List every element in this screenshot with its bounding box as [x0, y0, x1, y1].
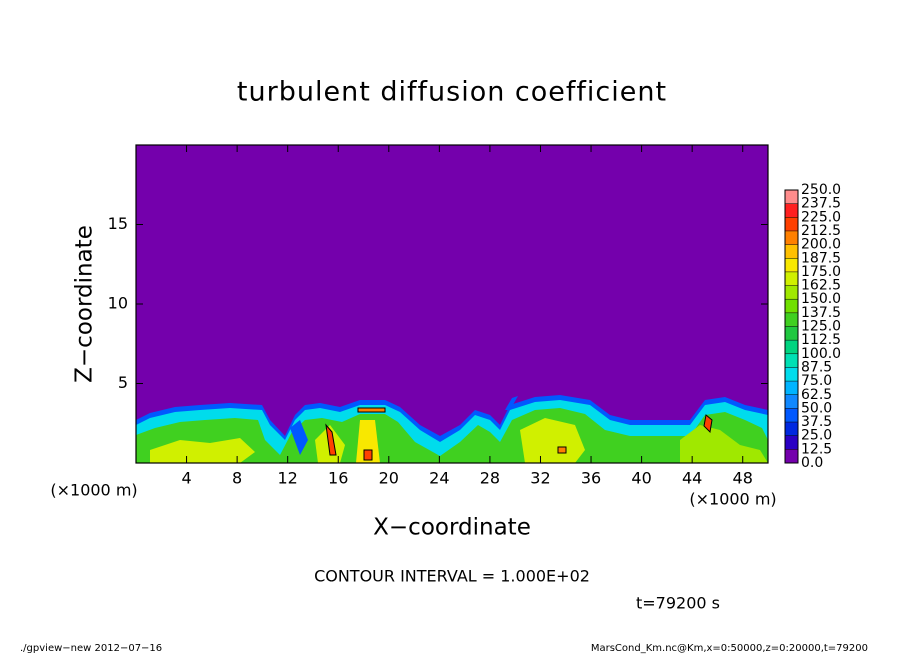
y-axis-label: Z−coordinate: [72, 225, 98, 383]
colorbar-label: 62.5: [801, 387, 832, 403]
colorbar-label: 175.0: [801, 264, 841, 280]
colorbar-swatch: [785, 190, 798, 204]
colorbar-label: 162.5: [801, 278, 841, 294]
field-region: [557, 446, 567, 454]
field-region: [363, 449, 373, 461]
colorbar-label: 112.5: [801, 332, 841, 348]
colorbar-label: 100.0: [801, 346, 841, 362]
colorbar-label: 150.0: [801, 291, 841, 307]
colorbar-swatch: [785, 230, 798, 245]
colorbar-swatch: [785, 435, 798, 450]
footer-left: ./gpview−new 2012−07−16: [20, 643, 162, 654]
colorbar-swatch: [785, 422, 798, 436]
colorbar-label: 250.0: [801, 182, 841, 198]
contour-note: CONTOUR INTERVAL = 1.000E+02: [314, 567, 590, 586]
x-tick-label: 44: [682, 469, 702, 488]
x-tick-label: 20: [379, 469, 399, 488]
field-region: [356, 420, 380, 463]
colorbar-swatch: [785, 340, 798, 354]
colorbar-swatch: [785, 449, 798, 463]
x-tick-label: 16: [328, 469, 348, 488]
colorbar-swatch: [785, 203, 798, 218]
colorbar-swatch: [785, 271, 798, 286]
colorbar-swatch: [785, 326, 798, 341]
colorbar-label: 0.0: [801, 455, 823, 471]
colorbar-label: 50.0: [801, 400, 832, 416]
footer-right: MarsCond_Km.nc@Km,x=0:50000,z=0:20000,t=…: [591, 643, 868, 654]
x-unit-label: (×1000 m): [50, 481, 137, 500]
colorbar-swatch: [785, 312, 798, 327]
colorbar-swatch: [785, 394, 798, 409]
colorbar-label: 125.0: [801, 319, 841, 335]
colorbar-label: 75.0: [801, 373, 832, 389]
field-region: [680, 425, 768, 463]
y-tick-label: 15: [108, 214, 128, 233]
x-tick-label: 12: [278, 469, 298, 488]
x-tick-label: 36: [581, 469, 601, 488]
field-region: [290, 420, 308, 455]
x-tick-label: 28: [480, 469, 500, 488]
chart-title: turbulent diffusion coefficient: [237, 77, 667, 108]
colorbar-swatch: [785, 381, 798, 395]
colorbar-label: 187.5: [801, 250, 841, 266]
colorbar-label: 212.5: [801, 223, 841, 239]
colorbar-label: 225.0: [801, 209, 841, 225]
colorbar-swatch: [785, 285, 798, 300]
x-tick-label: 4: [181, 469, 191, 488]
colorbar-label: 37.5: [801, 414, 832, 430]
colorbar-swatch: [785, 299, 798, 313]
colorbar-swatch: [785, 217, 798, 231]
colorbar-label: 87.5: [801, 359, 832, 375]
field-region: [703, 414, 713, 434]
x-tick-label: 32: [530, 469, 550, 488]
x-tick-label: 40: [631, 469, 651, 488]
field-region: [136, 408, 768, 463]
field-region: [520, 418, 585, 463]
colorbar-swatch: [785, 258, 798, 272]
field-region: [505, 396, 518, 410]
x-tick-label: 48: [733, 469, 753, 488]
colorbar-swatch: [785, 353, 798, 368]
colorbar-label: 200.0: [801, 237, 841, 253]
time-label: t=79200 s: [636, 594, 720, 613]
field-region: [325, 423, 337, 456]
field-region: [357, 407, 386, 413]
x-unit-label: (×1000 m): [689, 490, 776, 509]
colorbar-label: 12.5: [801, 441, 832, 457]
colorbar-label: 25.0: [801, 428, 832, 444]
colorbar-label: 237.5: [801, 196, 841, 212]
field-region: [150, 438, 255, 463]
colorbar-label: 137.5: [801, 305, 841, 321]
colorbar-swatch: [785, 408, 798, 423]
colorbar-swatch: [785, 244, 798, 259]
y-tick-label: 5: [118, 373, 128, 392]
colorbar-swatch: [785, 367, 798, 382]
x-tick-label: 24: [429, 469, 449, 488]
field: [136, 145, 768, 463]
x-axis-label: X−coordinate: [373, 515, 531, 541]
x-tick-label: 8: [232, 469, 242, 488]
y-tick-label: 10: [108, 294, 128, 313]
